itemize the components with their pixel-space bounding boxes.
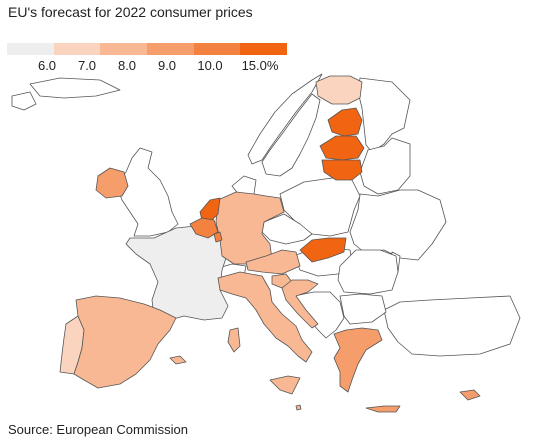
country-belgium bbox=[189, 217, 219, 239]
country-bulgaria bbox=[339, 293, 387, 325]
country-romania bbox=[337, 249, 399, 295]
country-greece bbox=[333, 327, 383, 393]
legend-label-4: 9.0 bbox=[157, 58, 177, 73]
country-russia bbox=[357, 77, 411, 153]
country-turkey bbox=[383, 295, 521, 357]
legend-color-bar bbox=[7, 43, 288, 55]
country-svalbard-north bbox=[29, 77, 121, 99]
legend-swatch-3 bbox=[100, 43, 148, 55]
country-belarus bbox=[359, 137, 411, 195]
country-sweden bbox=[261, 93, 321, 177]
country-croatia bbox=[281, 279, 319, 329]
country-estonia bbox=[327, 107, 363, 137]
eu-countries-with-data bbox=[59, 75, 481, 413]
country-cyprus bbox=[459, 389, 481, 401]
country-slovakia bbox=[299, 237, 347, 263]
legend-swatch-6 bbox=[240, 43, 288, 55]
country-spain bbox=[73, 295, 177, 389]
country-norway bbox=[247, 73, 323, 165]
legend-swatch-1 bbox=[7, 43, 54, 55]
country-italy bbox=[217, 271, 313, 363]
country-ukraine bbox=[349, 189, 447, 261]
country-ireland bbox=[95, 167, 129, 199]
country-iceland-hint bbox=[11, 91, 37, 111]
legend-label-2: 7.0 bbox=[77, 58, 97, 73]
legend-label-1: 6.0 bbox=[37, 58, 57, 73]
country-germany bbox=[215, 191, 285, 265]
country-finland bbox=[315, 75, 363, 105]
legend-swatch-5 bbox=[193, 43, 241, 55]
country-czechia bbox=[261, 213, 313, 245]
country-latvia bbox=[319, 135, 365, 161]
source-note: Source: European Commission bbox=[8, 422, 188, 437]
country-malta bbox=[295, 404, 302, 411]
country-uk bbox=[115, 147, 179, 237]
legend-swatch-4 bbox=[147, 43, 194, 55]
country-balearic-islands bbox=[169, 355, 187, 365]
legend-label-6: 15.0% bbox=[241, 58, 279, 73]
country-austria bbox=[245, 249, 301, 275]
country-luxembourg bbox=[213, 231, 223, 243]
europe-map bbox=[0, 68, 538, 418]
country-lithuania bbox=[321, 159, 363, 181]
legend-swatch-2 bbox=[53, 43, 101, 55]
non-eu-countries bbox=[11, 73, 521, 357]
country-crete bbox=[365, 405, 401, 413]
country-sardinia bbox=[227, 327, 241, 353]
country-sicily bbox=[269, 375, 301, 395]
page-title: EU's forecast for 2022 consumer prices bbox=[8, 4, 253, 20]
legend-label-5: 10.0 bbox=[197, 58, 223, 73]
legend-label-3: 8.0 bbox=[117, 58, 137, 73]
europe-map-svg bbox=[11, 73, 521, 413]
